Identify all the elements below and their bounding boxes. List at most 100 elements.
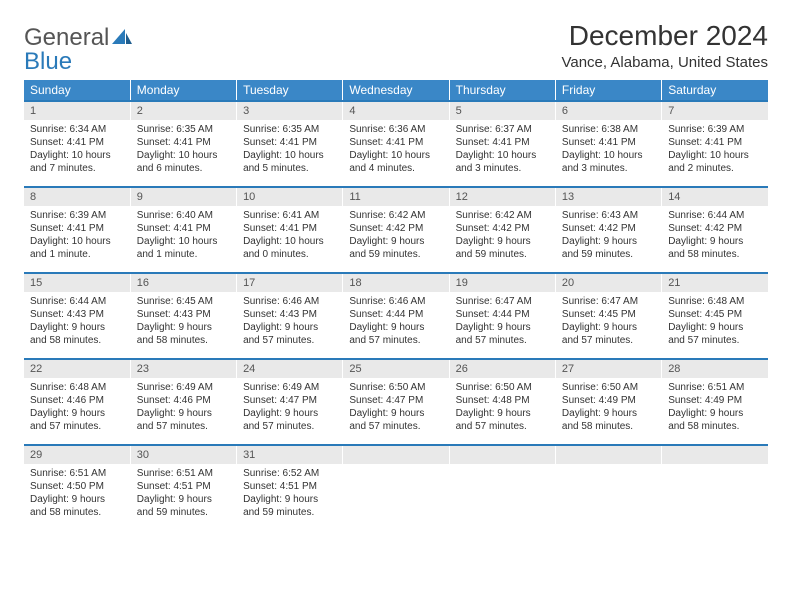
location: Vance, Alabama, United States (561, 54, 768, 71)
day-details: Sunrise: 6:34 AMSunset: 4:41 PMDaylight:… (24, 120, 130, 179)
sunrise-text: Sunrise: 6:49 AM (243, 381, 336, 394)
sunrise-text: Sunrise: 6:41 AM (243, 209, 336, 222)
daylight-text: and 57 minutes. (562, 334, 655, 347)
day-number: 31 (237, 446, 342, 464)
daylight-text: Daylight: 9 hours (30, 407, 124, 420)
day-number: 2 (131, 102, 236, 120)
sunset-text: Sunset: 4:41 PM (349, 136, 442, 149)
daylight-text: and 57 minutes. (668, 334, 762, 347)
calendar-day-cell (662, 445, 768, 531)
calendar-day-cell: 17Sunrise: 6:46 AMSunset: 4:43 PMDayligh… (237, 273, 343, 359)
daylight-text: Daylight: 9 hours (668, 407, 762, 420)
sunrise-text: Sunrise: 6:48 AM (668, 295, 762, 308)
daylight-text: Daylight: 9 hours (562, 235, 655, 248)
sunrise-text: Sunrise: 6:51 AM (30, 467, 124, 480)
calendar-day-cell: 10Sunrise: 6:41 AMSunset: 4:41 PMDayligh… (237, 187, 343, 273)
day-number: 19 (450, 274, 555, 292)
day-details: Sunrise: 6:37 AMSunset: 4:41 PMDaylight:… (450, 120, 555, 179)
day-number: 22 (24, 360, 130, 378)
calendar-day-cell (343, 445, 449, 531)
calendar-week-row: 1Sunrise: 6:34 AMSunset: 4:41 PMDaylight… (24, 101, 768, 187)
day-details: Sunrise: 6:48 AMSunset: 4:46 PMDaylight:… (24, 378, 130, 437)
sunset-text: Sunset: 4:46 PM (137, 394, 230, 407)
daylight-text: Daylight: 9 hours (456, 235, 549, 248)
calendar-day-cell: 12Sunrise: 6:42 AMSunset: 4:42 PMDayligh… (449, 187, 555, 273)
sunrise-text: Sunrise: 6:42 AM (456, 209, 549, 222)
day-number: 6 (556, 102, 661, 120)
day-number: 29 (24, 446, 130, 464)
weekday-header-row: Sunday Monday Tuesday Wednesday Thursday… (24, 80, 768, 101)
calendar-day-cell: 24Sunrise: 6:49 AMSunset: 4:47 PMDayligh… (237, 359, 343, 445)
sunset-text: Sunset: 4:41 PM (456, 136, 549, 149)
sunrise-text: Sunrise: 6:50 AM (349, 381, 442, 394)
title-block: December 2024 Vance, Alabama, United Sta… (561, 20, 768, 71)
sunrise-text: Sunrise: 6:44 AM (668, 209, 762, 222)
sunrise-text: Sunrise: 6:51 AM (668, 381, 762, 394)
sunset-text: Sunset: 4:42 PM (668, 222, 762, 235)
daylight-text: and 0 minutes. (243, 248, 336, 261)
daylight-text: and 57 minutes. (349, 420, 442, 433)
day-number: 14 (662, 188, 768, 206)
calendar-day-cell: 2Sunrise: 6:35 AMSunset: 4:41 PMDaylight… (130, 101, 236, 187)
day-number: 1 (24, 102, 130, 120)
calendar-day-cell: 20Sunrise: 6:47 AMSunset: 4:45 PMDayligh… (555, 273, 661, 359)
day-number: 5 (450, 102, 555, 120)
sunrise-text: Sunrise: 6:42 AM (349, 209, 442, 222)
day-details: Sunrise: 6:35 AMSunset: 4:41 PMDaylight:… (131, 120, 236, 179)
sunset-text: Sunset: 4:49 PM (562, 394, 655, 407)
calendar-day-cell: 9Sunrise: 6:40 AMSunset: 4:41 PMDaylight… (130, 187, 236, 273)
calendar-week-row: 15Sunrise: 6:44 AMSunset: 4:43 PMDayligh… (24, 273, 768, 359)
sunrise-text: Sunrise: 6:39 AM (30, 209, 124, 222)
sunrise-text: Sunrise: 6:47 AM (562, 295, 655, 308)
sunset-text: Sunset: 4:41 PM (243, 222, 336, 235)
sunrise-text: Sunrise: 6:40 AM (137, 209, 230, 222)
weekday-header: Saturday (662, 80, 768, 101)
sunrise-text: Sunrise: 6:43 AM (562, 209, 655, 222)
sunset-text: Sunset: 4:41 PM (30, 136, 124, 149)
sunset-text: Sunset: 4:47 PM (349, 394, 442, 407)
daylight-text: and 57 minutes. (137, 420, 230, 433)
daylight-text: Daylight: 9 hours (562, 321, 655, 334)
calendar-day-cell: 29 Sunrise: 6:51 AMSunset: 4:50 PMDayligh… (24, 445, 130, 531)
daylight-text: Daylight: 9 hours (137, 321, 230, 334)
calendar-day-cell: 19Sunrise: 6:47 AMSunset: 4:44 PMDayligh… (449, 273, 555, 359)
day-number: 21 (662, 274, 768, 292)
day-number: 18 (343, 274, 448, 292)
daylight-text: and 3 minutes. (562, 162, 655, 175)
calendar-day-cell: 8Sunrise: 6:39 AMSunset: 4:41 PMDaylight… (24, 187, 130, 273)
calendar-day-cell (449, 445, 555, 531)
sunrise-text: Sunrise: 6:46 AM (243, 295, 336, 308)
daylight-text: Daylight: 9 hours (30, 493, 124, 506)
sunset-text: Sunset: 4:49 PM (668, 394, 762, 407)
day-details: Sunrise: 6:50 AMSunset: 4:48 PMDaylight:… (450, 378, 555, 437)
daylight-text: Daylight: 9 hours (349, 321, 442, 334)
sunrise-text: Sunrise: 6:50 AM (456, 381, 549, 394)
calendar-day-cell: 3Sunrise: 6:35 AMSunset: 4:41 PMDaylight… (237, 101, 343, 187)
day-number (662, 446, 768, 464)
daylight-text: Daylight: 10 hours (30, 149, 124, 162)
daylight-text: and 57 minutes. (243, 420, 336, 433)
sunset-text: Sunset: 4:51 PM (243, 480, 336, 493)
sunrise-text: Sunrise: 6:49 AM (137, 381, 230, 394)
day-number: 30 (131, 446, 236, 464)
day-details: Sunrise: 6:39 AMSunset: 4:41 PMDaylight:… (24, 206, 130, 265)
day-number: 16 (131, 274, 236, 292)
daylight-text: and 58 minutes. (668, 420, 762, 433)
sunset-text: Sunset: 4:51 PM (137, 480, 230, 493)
day-number: 7 (662, 102, 768, 120)
sunrise-text: Sunrise: 6:47 AM (456, 295, 549, 308)
sunset-text: Sunset: 4:50 PM (30, 480, 124, 493)
sunset-text: Sunset: 4:42 PM (456, 222, 549, 235)
calendar-day-cell: 11Sunrise: 6:42 AMSunset: 4:42 PMDayligh… (343, 187, 449, 273)
calendar-day-cell: 15Sunrise: 6:44 AMSunset: 4:43 PMDayligh… (24, 273, 130, 359)
calendar-day-cell (555, 445, 661, 531)
calendar-day-cell: 16Sunrise: 6:45 AMSunset: 4:43 PMDayligh… (130, 273, 236, 359)
sunrise-text: Sunrise: 6:36 AM (349, 123, 442, 136)
day-number (556, 446, 661, 464)
day-details: Sunrise: 6:51 AMSunset: 4:51 PMDaylight:… (131, 464, 236, 523)
daylight-text: Daylight: 10 hours (30, 235, 124, 248)
day-number: 4 (343, 102, 448, 120)
header: General Blue December 2024 Vance, Alabam… (24, 20, 768, 74)
sunset-text: Sunset: 4:48 PM (456, 394, 549, 407)
daylight-text: and 57 minutes. (30, 420, 124, 433)
